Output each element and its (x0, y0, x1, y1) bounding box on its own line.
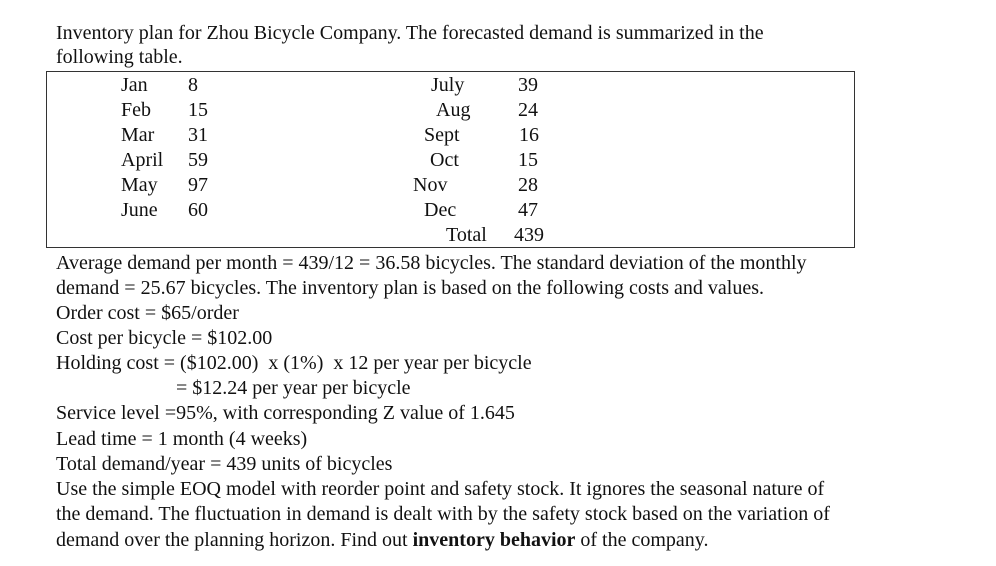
average-demand-line-2: demand = 25.67 bicycles. The inventory p… (56, 277, 764, 299)
demand-value: 16 (519, 124, 539, 146)
eoq-line3-tail: of the company. (575, 529, 709, 551)
eoq-line3-text: demand over the planning horizon. Find o… (56, 529, 413, 551)
intro-line-1: Inventory plan for Zhou Bicycle Company.… (56, 22, 764, 44)
month-label: Mar (121, 124, 155, 146)
eoq-instruction-line-1: Use the simple EOQ model with reorder po… (56, 478, 825, 500)
month-label: July (431, 74, 465, 96)
demand-value: 39 (518, 74, 538, 96)
demand-value: 31 (188, 124, 208, 146)
intro-line-2: following table. (56, 46, 183, 68)
month-label: June (121, 199, 158, 221)
demand-value: 60 (188, 199, 208, 221)
average-demand-line-1: Average demand per month = 439/12 = 36.5… (56, 252, 807, 274)
demand-value: 8 (188, 74, 198, 96)
holding-cost-line-1: Holding cost = ($102.00) x (1%) x 12 per… (56, 352, 532, 374)
demand-value: 28 (518, 174, 538, 196)
month-label: Aug (436, 99, 471, 121)
demand-value: 47 (518, 199, 538, 221)
month-label: Feb (121, 99, 151, 121)
lead-time: Lead time = 1 month (4 weeks) (56, 428, 308, 450)
eoq-instruction-line-3: demand over the planning horizon. Find o… (56, 528, 709, 553)
demand-value: 24 (518, 99, 538, 121)
cost-per-bicycle: Cost per bicycle = $102.00 (56, 327, 273, 349)
demand-value: 15 (518, 149, 538, 171)
order-cost: Order cost = $65/order (56, 302, 239, 324)
service-level: Service level =95%, with corresponding Z… (56, 402, 515, 424)
month-label: Nov (413, 174, 448, 196)
emphasis-inventory-behavior: inventory behavior (412, 529, 576, 551)
demand-value: 97 (188, 174, 208, 196)
eoq-instruction-line-2: the demand. The fluctuation in demand is… (56, 503, 830, 525)
month-label: May (121, 174, 158, 196)
month-label: Dec (424, 199, 457, 221)
holding-cost-line-2: = $12.24 per year per bicycle (176, 377, 411, 399)
demand-value: 59 (188, 149, 208, 171)
month-label: Jan (121, 74, 148, 96)
month-label: Oct (430, 149, 459, 171)
total-label: Total (446, 224, 487, 246)
total-value: 439 (514, 224, 544, 246)
month-label: Sept (424, 124, 460, 146)
demand-table: Jan 8 Feb 15 Mar 31 April 59 May 97 June… (46, 71, 855, 248)
demand-value: 15 (188, 99, 208, 121)
total-demand: Total demand/year = 439 units of bicycle… (56, 453, 393, 475)
month-label: April (121, 149, 164, 171)
